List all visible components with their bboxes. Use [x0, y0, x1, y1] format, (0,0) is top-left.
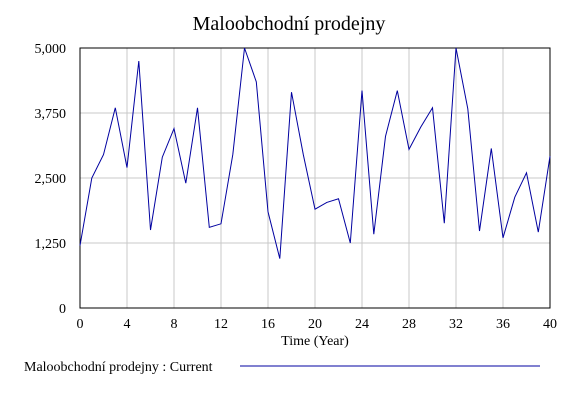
series-line: [79, 47, 551, 259]
x-tick-label: 36: [496, 317, 510, 332]
y-tick-label: 3,750: [35, 107, 67, 122]
x-tick-label: 24: [355, 317, 369, 332]
plot-frame: [79, 47, 551, 309]
x-tick-label: 28: [402, 317, 416, 332]
x-axis-label: Time (Year): [281, 334, 349, 349]
x-tick-label: 12: [214, 317, 228, 332]
x-axis-ticks: 0 4 8 12 16 20 24 28 32 36 40: [77, 317, 558, 332]
x-tick-label: 0: [77, 317, 84, 332]
x-tick-label: 16: [261, 317, 275, 332]
x-tick-label: 20: [308, 317, 322, 332]
y-tick-label: 2,500: [35, 172, 67, 187]
grid-lines: [80, 47, 550, 308]
legend: Maloobchodní prodejny : Current: [24, 360, 540, 375]
legend-label: Maloobchodní prodejny : Current: [24, 360, 213, 375]
x-tick-label: 4: [124, 317, 131, 332]
x-tick-label: 8: [171, 317, 178, 332]
y-tick-label: 5,000: [35, 42, 67, 57]
y-tick-label: 1,250: [35, 237, 67, 252]
series-group: [79, 47, 551, 259]
y-axis-ticks: 0 1,250 2,500 3,750 5,000: [35, 42, 67, 317]
chart-title: Maloobchodní prodejny: [193, 13, 386, 35]
x-tick-label: 40: [543, 317, 557, 332]
x-tick-label: 32: [449, 317, 463, 332]
y-tick-label: 0: [59, 302, 66, 317]
